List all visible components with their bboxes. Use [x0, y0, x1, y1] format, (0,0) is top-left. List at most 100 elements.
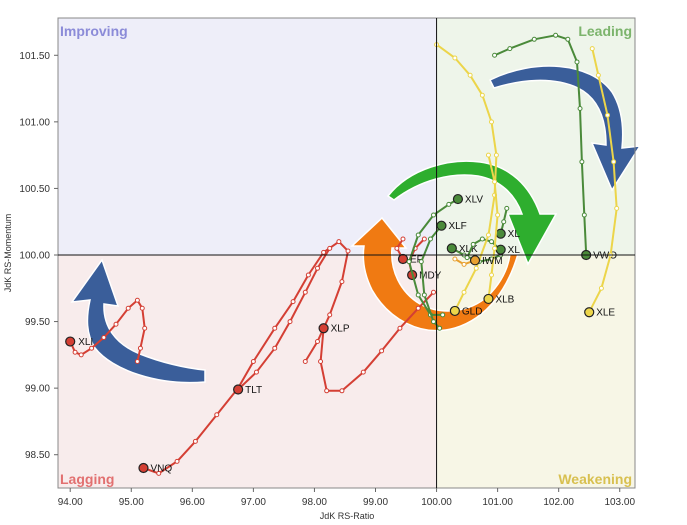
- trail-point: [324, 388, 330, 394]
- quadrant-backgrounds: [58, 18, 635, 488]
- trail-point: [272, 345, 278, 351]
- trail-point: [485, 152, 491, 158]
- quadrant-label-improving: Improving: [60, 23, 128, 39]
- symbol-label: XLF: [448, 221, 466, 232]
- symbol-label: MDY: [419, 270, 442, 281]
- x-tick-label: 101.00: [482, 497, 513, 508]
- trail-point: [437, 325, 443, 331]
- head-marker[interactable]: [449, 305, 460, 317]
- series-trails: XLI VNQ XLP TLT MDY EF XLV XLF XLK XL XL VWO XLE GLD X…: [65, 32, 620, 476]
- trail-point: [611, 159, 617, 165]
- symbol-label: GLD: [462, 306, 483, 317]
- quadrant-labels: Improving Leading Lagging Weakening: [60, 23, 632, 487]
- trail-point: [418, 259, 424, 265]
- y-tick-label: 100.00: [19, 250, 50, 261]
- symbol-label: XLK: [459, 244, 478, 255]
- trail-point: [125, 305, 131, 311]
- x-tick-label: 100.00: [421, 497, 452, 508]
- head-marker[interactable]: [446, 243, 457, 254]
- trail-point: [605, 112, 611, 118]
- trail-point: [139, 305, 145, 311]
- trail-point: [492, 52, 498, 58]
- trail-point: [579, 159, 585, 165]
- quadrant-label-leading: Leading: [578, 23, 632, 39]
- trail-point: [614, 205, 620, 211]
- trail-point: [553, 32, 559, 38]
- trail-point: [501, 219, 507, 225]
- trail-point: [134, 359, 140, 365]
- trail-point: [89, 345, 95, 351]
- trail-point: [415, 305, 421, 311]
- rotation-arrow-lagging-to-improving: [70, 258, 206, 384]
- trail-point: [314, 265, 320, 271]
- trail-point: [485, 232, 491, 238]
- trail-point: [492, 245, 498, 251]
- symbol-label: VNQ: [150, 464, 172, 475]
- head-marker[interactable]: [65, 336, 76, 347]
- series-gld: GLD: [434, 42, 499, 317]
- trail-point: [327, 312, 333, 318]
- head-marker[interactable]: [469, 255, 481, 266]
- trail-point: [431, 212, 437, 218]
- trail-point: [134, 297, 140, 303]
- quadrant-weakening: [436, 254, 635, 488]
- trail-point: [421, 236, 427, 242]
- trail-point: [156, 470, 162, 476]
- x-tick-label: 103.00: [604, 497, 635, 508]
- trail-point: [394, 245, 400, 251]
- trail-point: [253, 369, 259, 375]
- trail-point: [321, 249, 327, 255]
- y-tick-label: 98.50: [25, 450, 50, 461]
- trail-point: [113, 321, 119, 327]
- head-marker[interactable]: [495, 228, 506, 239]
- trail-point: [464, 255, 470, 261]
- trail-point: [431, 289, 437, 295]
- series-xlb: XLB: [483, 152, 515, 305]
- head-marker[interactable]: [495, 244, 506, 255]
- trail-line: [487, 154, 499, 300]
- head-marker[interactable]: [483, 293, 494, 305]
- symbol-label: XLI: [78, 337, 93, 348]
- axis-ticks: 94.00 95.00 96.00 97.00 98.00 99.00 100.00 101.…: [19, 51, 635, 508]
- trail-point: [421, 292, 427, 298]
- trail-point: [452, 55, 458, 61]
- quadrant-improving: [58, 18, 437, 255]
- plot-border: [57, 17, 636, 489]
- trail-point: [589, 46, 595, 52]
- trail-point: [302, 359, 308, 365]
- trail-point: [440, 312, 446, 318]
- head-marker[interactable]: [584, 307, 595, 318]
- trail-point: [72, 349, 78, 355]
- trail-point: [415, 292, 421, 298]
- x-tick-label: 99.00: [363, 497, 388, 508]
- x-tick-label: 95.00: [119, 497, 144, 508]
- trail-point: [581, 212, 587, 218]
- x-axis-title: JdK RS-Ratio: [320, 511, 375, 521]
- trail-point: [489, 272, 495, 278]
- trail-point: [495, 212, 501, 218]
- series-xlp: XLP: [318, 289, 437, 394]
- trail-point: [314, 339, 320, 345]
- x-tick-label: 97.00: [241, 497, 266, 508]
- series-xle: XLE: [584, 46, 620, 319]
- head-marker[interactable]: [397, 253, 409, 265]
- trail-point: [452, 256, 458, 262]
- trail-point: [461, 289, 467, 295]
- trail-point: [415, 232, 421, 238]
- trail-point: [400, 236, 406, 242]
- trail-point: [504, 205, 510, 211]
- trail-point: [473, 265, 479, 271]
- x-tick-label: 94.00: [58, 497, 83, 508]
- head-marker[interactable]: [452, 193, 464, 205]
- trail-point: [493, 152, 499, 158]
- head-marker[interactable]: [318, 323, 329, 334]
- trail-point: [174, 458, 180, 464]
- head-marker[interactable]: [138, 462, 149, 474]
- head-marker[interactable]: [233, 384, 244, 395]
- trail-point: [507, 46, 513, 52]
- head-marker[interactable]: [436, 220, 447, 231]
- trail-point: [339, 388, 345, 394]
- trail-point: [360, 369, 366, 375]
- trail-point: [470, 241, 476, 247]
